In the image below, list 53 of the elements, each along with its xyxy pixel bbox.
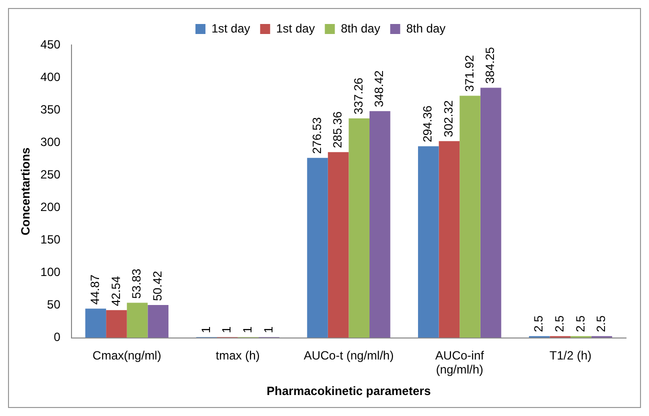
x-tick-label: tmax (h) bbox=[216, 348, 260, 362]
y-tick-label: 100 bbox=[40, 265, 61, 280]
y-tick-label: 150 bbox=[40, 232, 61, 247]
x-tick-label: T1/2 (h) bbox=[550, 348, 592, 362]
y-tick-label: 250 bbox=[40, 167, 61, 182]
x-tick-label: AUCo-t (ng/ml/h) bbox=[304, 348, 394, 362]
legend-label: 8th day bbox=[340, 21, 380, 36]
bar bbox=[85, 308, 106, 338]
data-label: 348.42 bbox=[372, 70, 386, 108]
bar bbox=[480, 88, 502, 338]
data-label: 337.26 bbox=[351, 77, 366, 114]
data-label: 294.36 bbox=[420, 105, 435, 142]
bar bbox=[126, 302, 148, 338]
bar bbox=[348, 118, 370, 338]
data-label: 276.53 bbox=[310, 116, 324, 154]
y-tick-label: 400 bbox=[40, 70, 61, 84]
data-label: 2.5 bbox=[573, 315, 588, 332]
data-label: 1 bbox=[261, 326, 276, 334]
data-label: 42.54 bbox=[108, 276, 123, 306]
data-label: 2.5 bbox=[532, 315, 546, 332]
data-label: 53.83 bbox=[130, 268, 144, 299]
y-tick-label: 0 bbox=[54, 330, 61, 344]
legend-label: 1st day bbox=[211, 21, 250, 36]
y-tick-label: 350 bbox=[40, 102, 61, 116]
bar bbox=[328, 152, 349, 338]
legend-label: 8th day bbox=[406, 21, 446, 36]
data-label: 285.36 bbox=[330, 111, 345, 148]
data-label: 44.87 bbox=[88, 274, 102, 305]
bar bbox=[106, 310, 127, 338]
y-tick-label: 450 bbox=[40, 37, 61, 52]
bar bbox=[370, 111, 390, 338]
bar bbox=[438, 141, 460, 338]
bar bbox=[307, 158, 328, 338]
y-tick-label: 300 bbox=[40, 134, 61, 149]
data-label: 384.25 bbox=[483, 46, 498, 84]
data-label: 1 bbox=[240, 326, 255, 334]
x-tick-label: AUCo-inf (ng/ml/h) bbox=[435, 348, 485, 377]
data-label: 2.5 bbox=[594, 315, 608, 332]
legend-label: 1st day bbox=[276, 21, 315, 36]
y-tick-label: 50 bbox=[47, 298, 61, 312]
y-axis-title: Concentartions bbox=[18, 147, 33, 236]
data-label: 2.5 bbox=[552, 315, 566, 332]
data-label: 371.92 bbox=[462, 54, 476, 92]
x-axis-title: Pharmacokinetic parameters bbox=[266, 384, 432, 398]
data-label: 302.32 bbox=[442, 100, 456, 138]
bar bbox=[460, 96, 480, 338]
bar bbox=[418, 146, 439, 338]
data-label: 50.42 bbox=[150, 270, 164, 301]
y-tick-label: 200 bbox=[40, 200, 61, 214]
data-label: 1 bbox=[198, 326, 213, 334]
data-label: 1 bbox=[220, 326, 234, 334]
bar bbox=[148, 304, 168, 338]
x-tick-label: Cmax(ng/ml) bbox=[92, 348, 162, 362]
